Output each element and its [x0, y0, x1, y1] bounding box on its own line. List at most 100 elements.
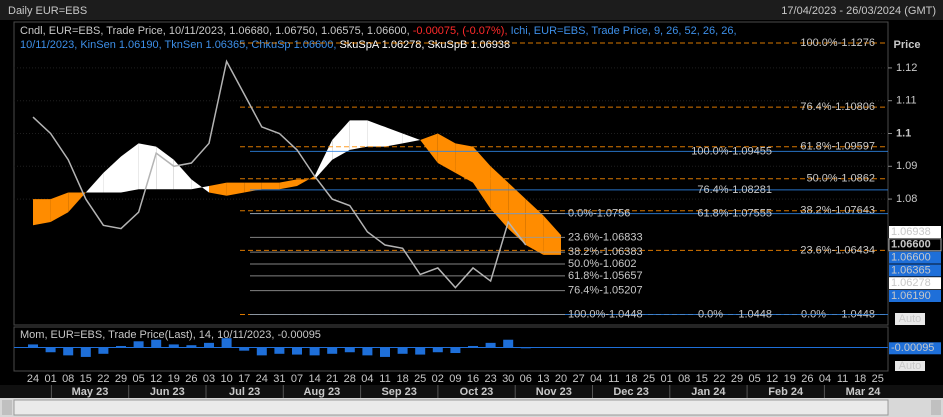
auto-button[interactable] [895, 361, 925, 371]
fib-label: 23.6%-1.06833 [568, 231, 643, 243]
x-tick-label: 01 [660, 373, 672, 385]
x-tick-label: 18 [854, 373, 866, 385]
y-tick-label: 1.09 [896, 160, 917, 172]
auto-button-label[interactable]: Auto [899, 360, 922, 372]
cloud-segment [385, 126, 403, 147]
scroll-thumb[interactable] [13, 399, 889, 416]
x-tick-label: 11 [379, 373, 390, 385]
cloud-segment [437, 133, 456, 173]
x-tick-label: 04 [361, 373, 373, 385]
legend-line: Cndl, EUR=EBS, Trade Price, 10/11/2023, … [20, 25, 740, 37]
momentum-bar [450, 347, 461, 354]
cloud-segment [103, 156, 121, 193]
cloud-segment [226, 182, 245, 196]
momentum-bar [415, 347, 426, 355]
cloud-segment [367, 120, 385, 147]
fib-label: 76.4%-1.08281 [697, 184, 772, 196]
momentum-bar [503, 339, 514, 348]
momentum-value-box [889, 342, 941, 355]
momentum-bar [485, 342, 496, 348]
x-tick-label: 04 [590, 373, 602, 385]
legend-segment: -0.00075, (-0.07%), [413, 25, 508, 37]
momentum-value-label: -0.00095 [891, 342, 934, 354]
momentum-bar [327, 347, 338, 354]
momentum-bar [221, 338, 232, 348]
fib-label: 0.0%-1.0756 [568, 207, 630, 219]
x-tick-label: 11 [837, 373, 848, 385]
momentum-bar [256, 347, 267, 356]
fib-label: 50.0%-1.0862 [807, 173, 876, 185]
cloud-segment [349, 120, 368, 150]
momentum-bar [116, 345, 126, 348]
auto-button-label[interactable]: Auto [899, 313, 922, 325]
x-tick-label: 12 [150, 373, 162, 385]
value-box-label: 1.06600 [891, 239, 931, 251]
y-tick-label: 1.12 [896, 62, 917, 74]
x-tick-label: 10 [220, 373, 232, 385]
value-box [889, 264, 941, 277]
momentum-bar [151, 339, 162, 348]
x-tick-label: 14 [308, 373, 320, 385]
momentum-bar [133, 341, 144, 348]
x-tick-label: 13 [537, 373, 549, 385]
y-tick-label: 1.1 [896, 127, 911, 139]
cloud-segment [297, 176, 315, 186]
month-label: Oct 23 [460, 386, 494, 398]
legend-segment: Ichi, EUR=EBS, Trade Price, 9, 26, 52, 2… [511, 25, 737, 37]
momentum-bar [397, 347, 408, 354]
x-tick-label: 20 [555, 373, 567, 385]
x-tick-label: 18 [625, 373, 637, 385]
momentum-bar [239, 347, 250, 351]
fib-label: 100.0%-1.09455 [691, 145, 772, 157]
x-tick-label: 05 [132, 373, 144, 385]
momentum-bar [468, 345, 478, 348]
fib-label: 50.0%-1.0602 [568, 258, 637, 270]
value-box-label: 1.06600 [891, 252, 931, 264]
fib-label: 76.4%-1.10806 [800, 101, 875, 113]
cloud-segment [121, 143, 139, 193]
price-line [32, 59, 527, 289]
y-tick-label: 1.11 [896, 95, 917, 107]
legend-segment: SkuSpA 1.06278, SkuSpB 1.06938 [339, 39, 510, 51]
month-label: Jan 24 [691, 386, 726, 398]
scroll-left[interactable] [2, 400, 12, 415]
month-label: Aug 23 [304, 386, 341, 398]
momentum-bar [98, 347, 109, 354]
cloud-segment [138, 143, 157, 190]
cloud-segment [473, 146, 491, 209]
value-box [889, 290, 941, 302]
value-box-label: 1.06278 [891, 277, 931, 289]
fib-label: 38.2%-1.07643 [800, 205, 875, 217]
auto-button[interactable] [895, 313, 925, 325]
fib-label: 23.6%-1.06434 [800, 244, 875, 256]
x-tick-label: 12 [766, 373, 778, 385]
month-label: May 23 [72, 386, 109, 398]
x-tick-label: 17 [238, 373, 250, 385]
cloud-segment [191, 179, 209, 193]
cloud-segment [279, 179, 297, 190]
x-tick-label: 08 [678, 373, 690, 385]
cloud-segment [420, 133, 438, 164]
x-tick-label: 25 [643, 373, 655, 385]
momentum-bar [80, 347, 91, 357]
scroll-right[interactable] [931, 400, 941, 415]
momentum-bar [274, 347, 285, 354]
x-tick-label: 03 [203, 373, 215, 385]
legend-segment: 10/11/2023, KinSen 1.06190, TknSen 1.063… [20, 39, 336, 51]
momentum-bar [45, 347, 56, 353]
x-tick-label: 26 [801, 373, 813, 385]
x-tick-label: 23 [484, 373, 496, 385]
fib-label: 61.8%-1.05657 [568, 270, 643, 282]
x-tick-label: 01 [44, 373, 56, 385]
value-box [888, 238, 942, 252]
chart-title: Daily EUR=EBS [8, 5, 87, 17]
x-tick-label: 25 [872, 373, 884, 385]
y-axis-label: Price [894, 39, 921, 51]
x-tick-label: 26 [185, 373, 197, 385]
cloud-segment [50, 192, 69, 223]
month-label: Nov 23 [536, 386, 572, 398]
x-tick-label: 04 [819, 373, 831, 385]
x-tick-label: 22 [97, 373, 109, 385]
cloud-segment [402, 133, 421, 144]
